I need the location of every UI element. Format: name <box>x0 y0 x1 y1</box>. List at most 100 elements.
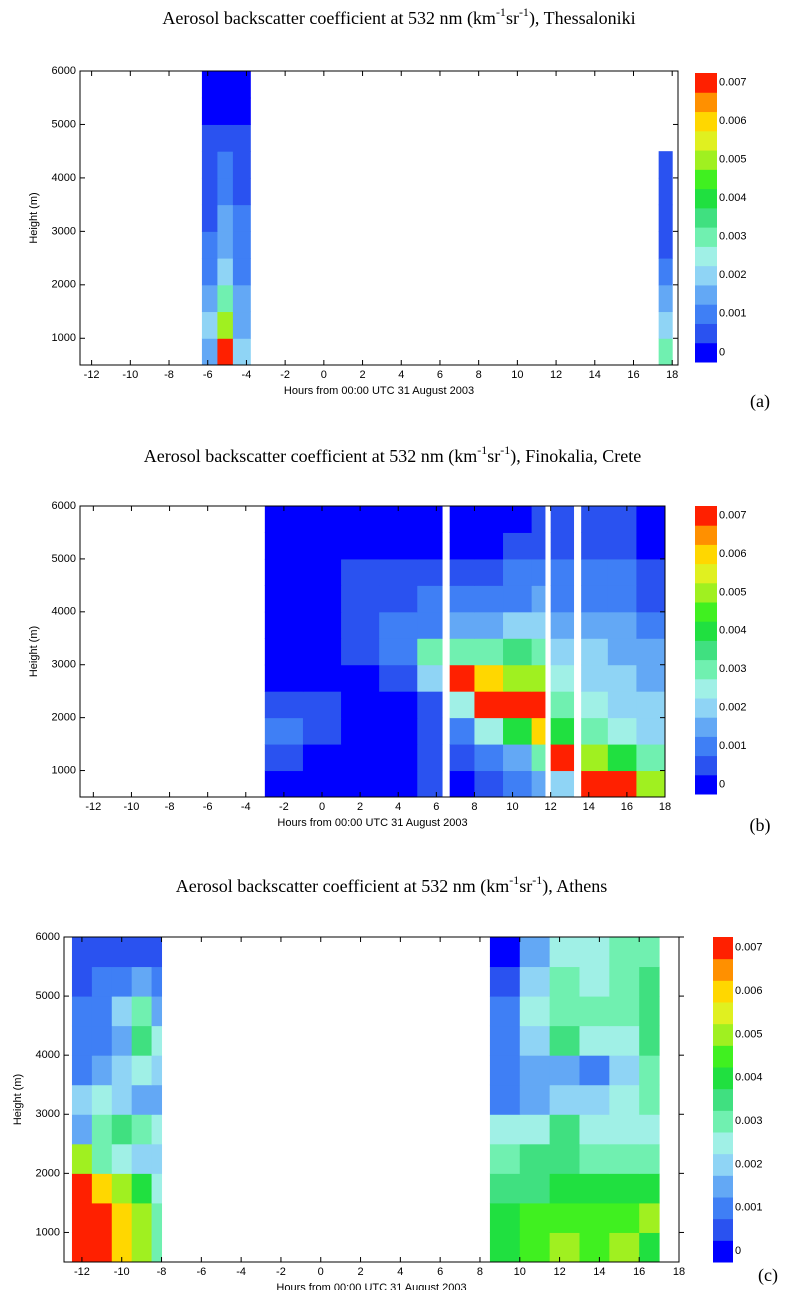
x-tick-label: 10 <box>506 801 518 813</box>
colorbar-label: 0.002 <box>719 702 747 714</box>
x-axis-label: Hours from 00:00 UTC 31 August 2003 <box>284 385 474 397</box>
cell <box>217 311 234 339</box>
cell <box>111 1084 133 1115</box>
colorbar-swatch <box>695 640 717 661</box>
cell <box>550 611 575 639</box>
cell <box>581 691 609 719</box>
cell <box>474 506 504 533</box>
cell <box>474 638 504 666</box>
cell <box>232 124 251 152</box>
cell <box>581 532 609 560</box>
cell <box>71 996 93 1027</box>
cell <box>302 691 342 719</box>
panel-label: (b) <box>750 815 771 836</box>
cell <box>489 1232 521 1263</box>
cell <box>549 1025 580 1056</box>
colorbar-swatch <box>695 602 717 622</box>
cell <box>607 532 637 560</box>
cell <box>131 1202 153 1233</box>
cell <box>531 744 546 772</box>
colorbar-swatch <box>713 1002 733 1025</box>
cell <box>607 744 637 772</box>
title-part: -1 <box>477 443 487 457</box>
cell <box>264 691 304 719</box>
x-tick-label: -10 <box>114 1266 130 1278</box>
cell <box>201 177 218 206</box>
colorbar-swatch <box>695 130 717 151</box>
cell <box>379 532 418 560</box>
cell <box>417 664 443 692</box>
cell <box>474 691 504 719</box>
cell <box>636 532 666 560</box>
cell <box>581 611 609 639</box>
x-tick-label: 10 <box>511 369 523 381</box>
cell <box>531 532 546 560</box>
cell <box>302 532 342 560</box>
cell <box>550 585 575 613</box>
cell <box>531 691 546 719</box>
cell <box>91 1232 113 1263</box>
colorbar-swatch <box>695 111 717 132</box>
cell <box>341 585 380 613</box>
title-part: -1 <box>500 443 510 457</box>
cell <box>71 1143 93 1174</box>
cell <box>550 664 575 692</box>
colorbar-label: 0.004 <box>735 1072 763 1084</box>
cell <box>417 717 443 745</box>
cell <box>341 558 380 586</box>
x-tick-label: 6 <box>437 1266 443 1278</box>
cell <box>503 717 533 745</box>
colorbar-swatch <box>713 1088 733 1111</box>
cell <box>549 1232 580 1263</box>
cell <box>609 1173 640 1204</box>
cell <box>302 638 342 666</box>
cell <box>607 691 637 719</box>
cell <box>232 231 251 259</box>
panel-label: (a) <box>750 391 770 412</box>
colorbar-swatch <box>695 582 717 603</box>
y-tick-label: 3000 <box>52 659 76 671</box>
cell <box>658 204 673 232</box>
cell <box>531 770 546 798</box>
colorbar-swatch <box>695 506 717 526</box>
cell <box>503 506 533 533</box>
colorbar-swatch <box>695 265 717 286</box>
cell <box>91 937 113 968</box>
cell <box>549 1173 580 1204</box>
cell <box>302 558 342 586</box>
cell <box>609 1232 640 1263</box>
y-tick-label: 1000 <box>36 1226 60 1238</box>
x-tick-label: -10 <box>123 801 139 813</box>
colorbar-swatch <box>695 659 717 680</box>
cell <box>531 717 546 745</box>
cell <box>379 611 418 639</box>
cell <box>71 1114 93 1145</box>
cell <box>449 664 475 692</box>
cell <box>131 1025 153 1056</box>
cell <box>302 585 342 613</box>
cell <box>639 1114 660 1145</box>
cell <box>111 1055 133 1086</box>
cell <box>379 664 418 692</box>
cell <box>607 585 637 613</box>
cell <box>217 151 234 179</box>
cell <box>636 717 666 745</box>
cell <box>111 996 133 1027</box>
cell <box>71 1173 93 1204</box>
cell <box>639 996 660 1027</box>
y-tick-label: 1000 <box>52 764 76 776</box>
cell <box>503 558 533 586</box>
cell <box>201 311 218 339</box>
cell <box>581 744 609 772</box>
cell <box>474 664 504 692</box>
cell <box>217 71 234 99</box>
cell <box>417 558 443 586</box>
colorbar-swatch <box>695 621 717 641</box>
cell <box>609 1025 640 1056</box>
x-tick-label: 4 <box>395 801 401 813</box>
cell <box>531 611 546 639</box>
cell <box>201 71 218 99</box>
x-tick-label: -10 <box>122 369 138 381</box>
cell <box>489 937 521 968</box>
y-tick-label: 3000 <box>52 225 76 237</box>
